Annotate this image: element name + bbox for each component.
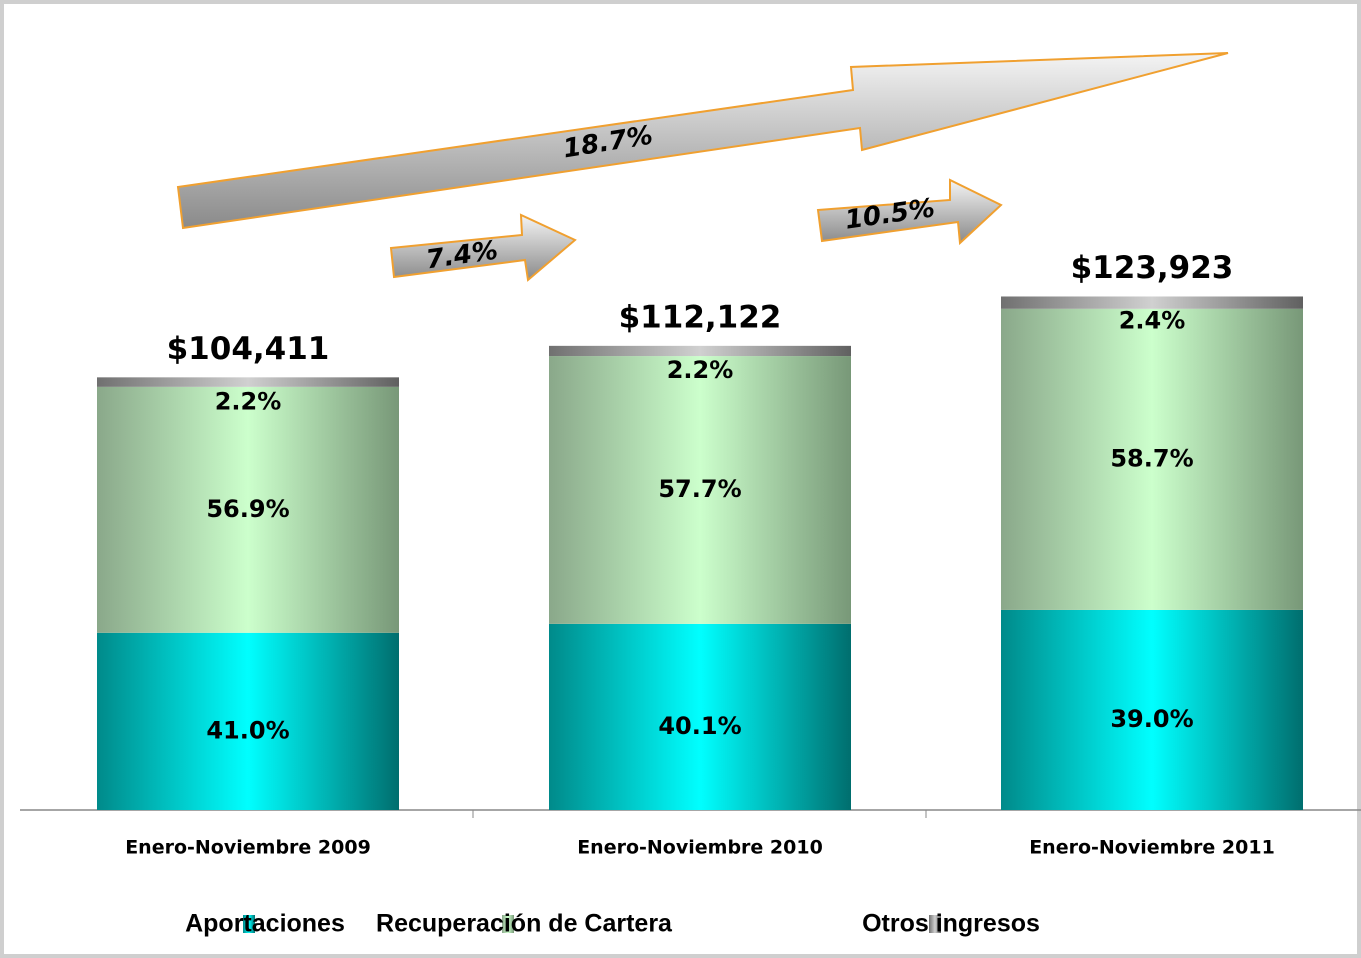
legend-label: Otros ingresos (862, 910, 1040, 938)
legend-swatch (502, 915, 514, 933)
bar-segment (549, 345, 851, 357)
x-tick-label: Enero-Noviembre 2010 (577, 837, 823, 859)
growth-arrow (816, 178, 1003, 246)
bar-segment (97, 386, 399, 633)
data-label: 2.4% (1119, 306, 1186, 334)
total-label: $123,923 (1071, 250, 1234, 286)
bar-segment (1001, 296, 1303, 309)
data-label: 58.7% (1110, 444, 1193, 472)
data-label: 2.2% (667, 356, 734, 384)
bar-segment (97, 377, 399, 387)
bar-segment (1001, 308, 1303, 610)
data-label: 41.0% (206, 716, 289, 744)
data-label: 57.7% (658, 475, 741, 503)
x-tick-label: Enero-Noviembre 2009 (125, 837, 371, 859)
data-label: 39.0% (1110, 705, 1193, 733)
data-label: 40.1% (658, 712, 741, 740)
legend-label: Aportaciones (185, 910, 345, 938)
x-tick-label: Enero-Noviembre 2011 (1029, 837, 1275, 859)
growth-arrow (176, 52, 1229, 230)
bar-segment (97, 632, 399, 810)
legend-label: Recuperación de Cartera (376, 910, 673, 938)
legend-swatch (243, 915, 255, 933)
bar-segment (1001, 609, 1303, 810)
growth-arrow (389, 213, 577, 282)
bar-segment (549, 356, 851, 624)
data-label: 2.2% (215, 387, 282, 415)
total-label: $112,122 (619, 299, 782, 335)
bar-segment (549, 623, 851, 810)
data-label: 56.9% (206, 495, 289, 523)
legend-swatch (929, 915, 941, 933)
total-label: $104,411 (167, 331, 330, 367)
